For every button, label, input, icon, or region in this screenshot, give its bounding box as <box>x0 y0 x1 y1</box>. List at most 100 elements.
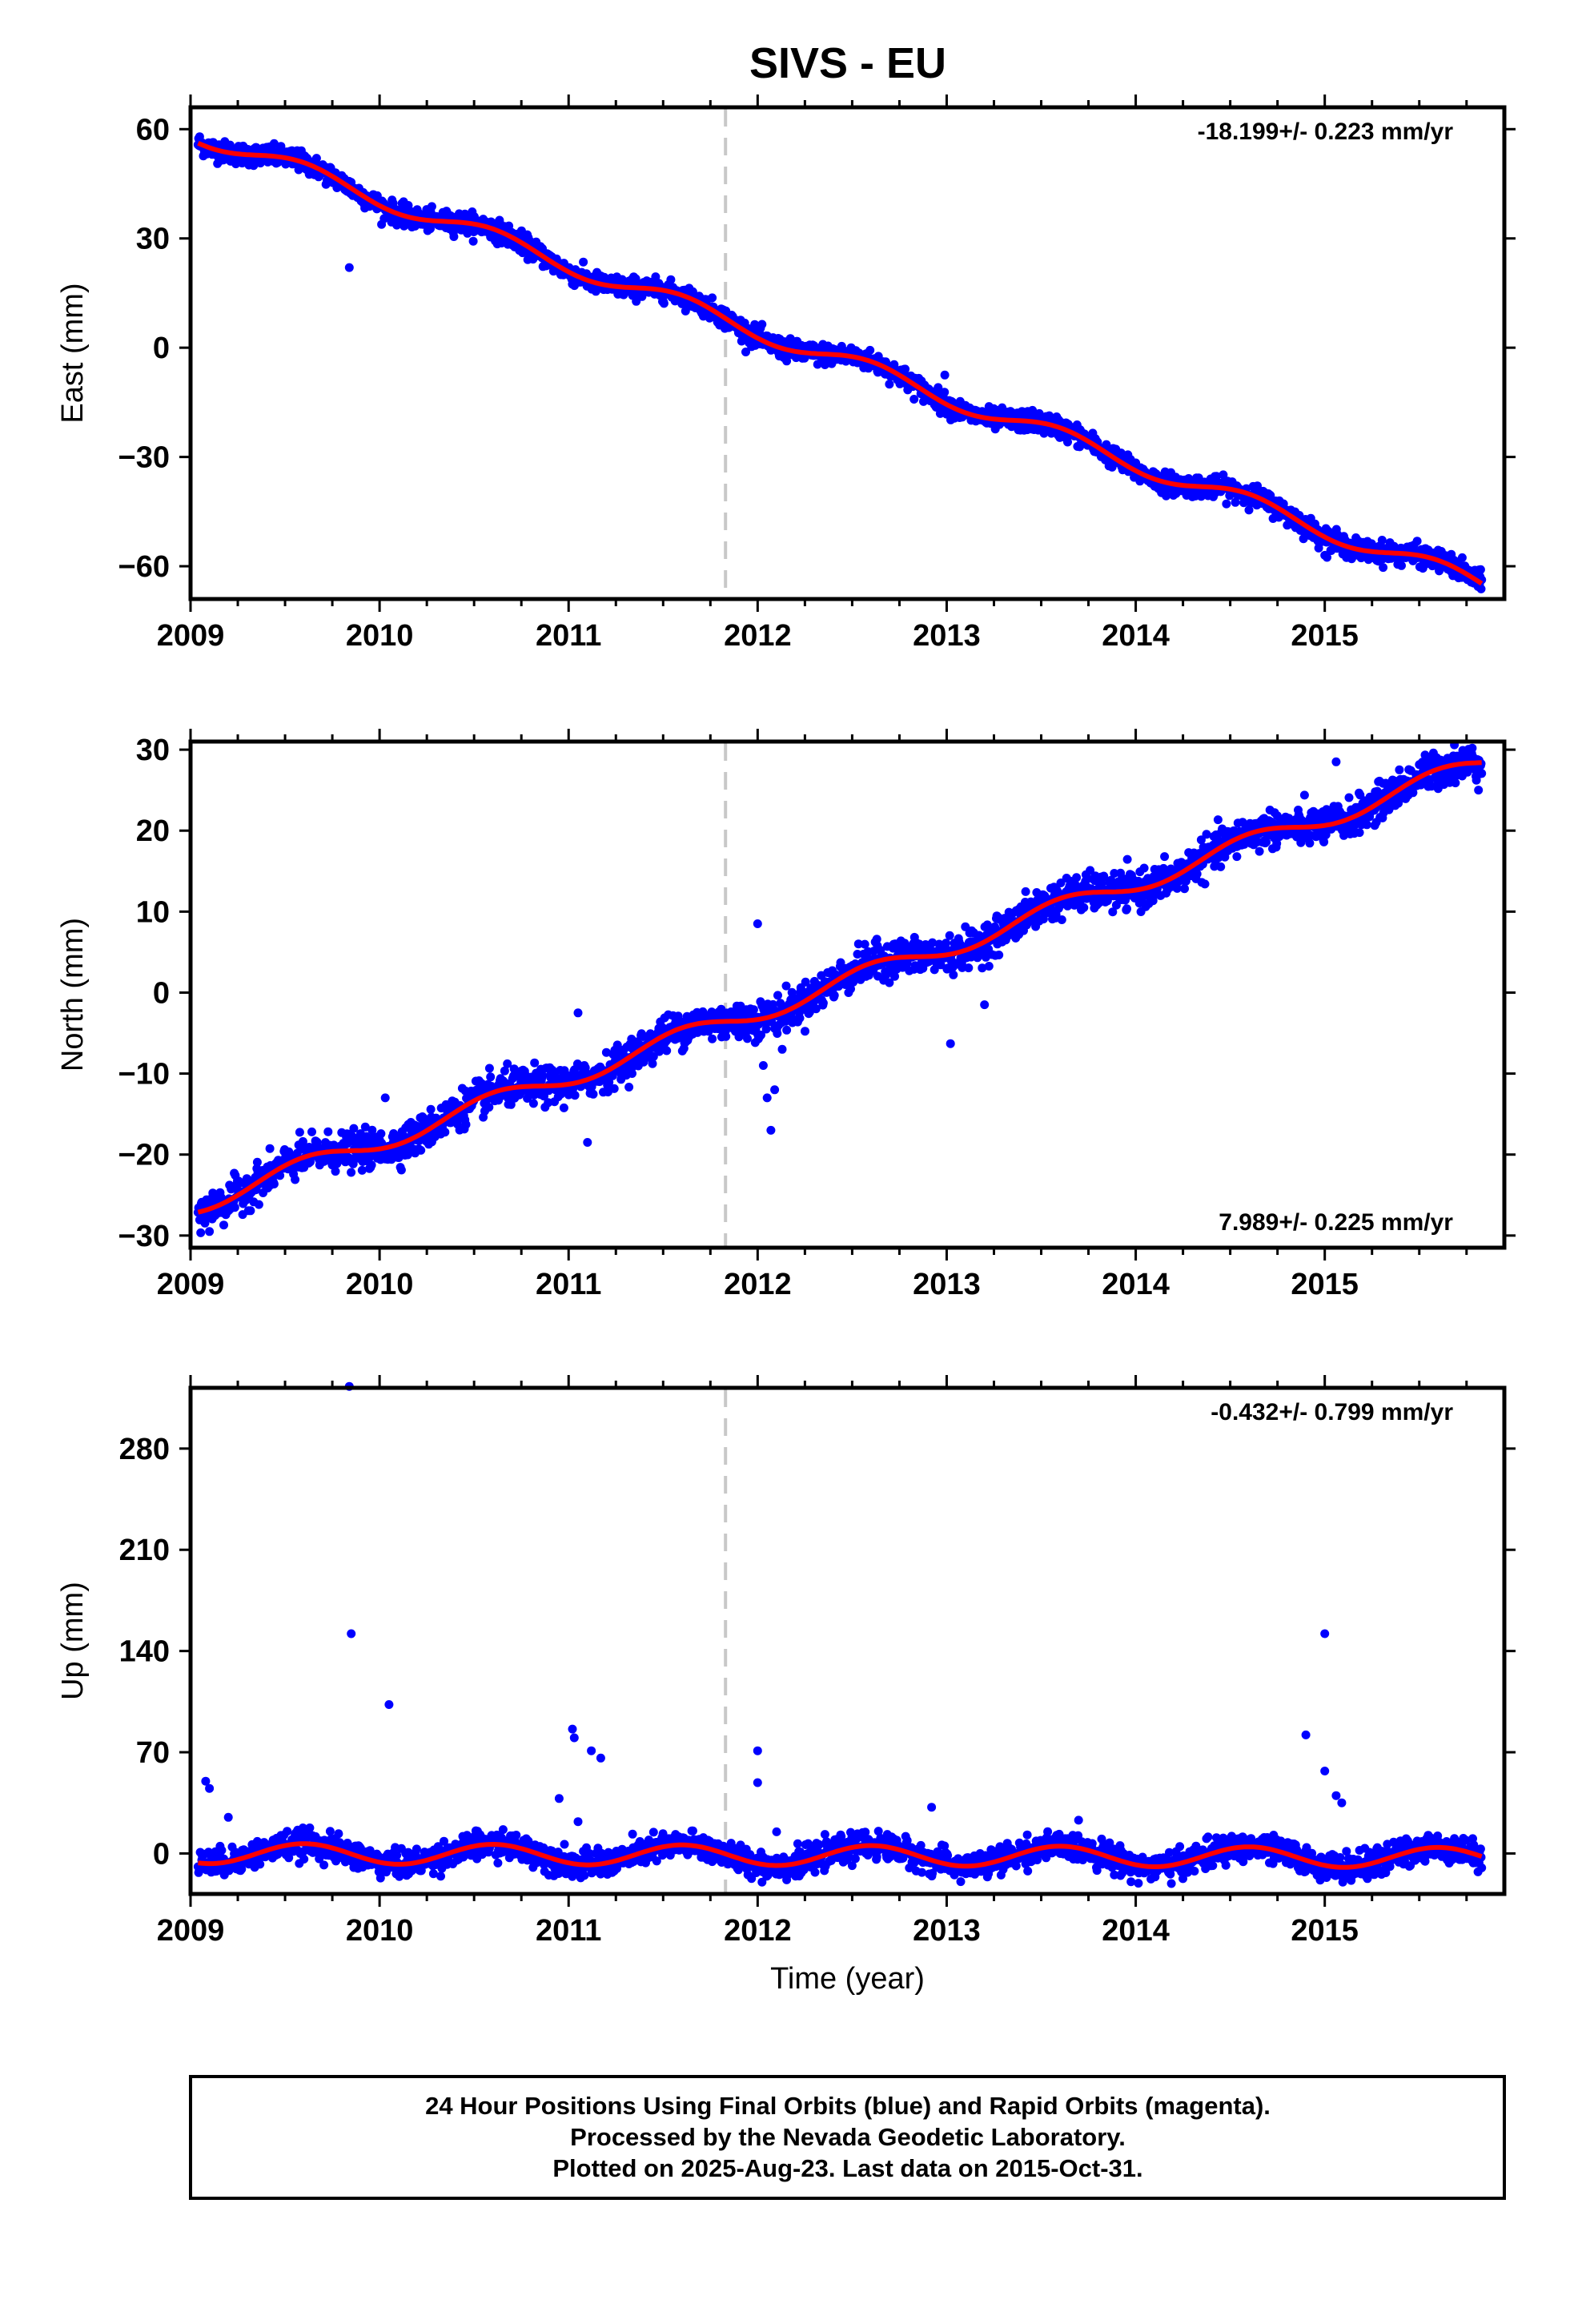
outlier-point <box>380 1093 390 1103</box>
final-orbit-points <box>193 740 1487 1237</box>
data-point <box>1192 869 1202 879</box>
data-point <box>1232 852 1242 862</box>
data-point <box>347 1168 356 1177</box>
data-point <box>307 1127 316 1136</box>
data-point <box>801 1027 809 1036</box>
x-tick-label: 2015 <box>1291 619 1359 653</box>
x-tick-label: 2010 <box>346 619 414 653</box>
data-point <box>1021 887 1030 896</box>
data-point <box>1477 769 1487 778</box>
data-point <box>795 1013 805 1023</box>
data-point <box>721 1031 731 1041</box>
x-tick-label: 2012 <box>724 619 792 653</box>
data-point <box>219 1220 228 1230</box>
data-point <box>484 1063 494 1073</box>
data-point <box>230 1203 239 1212</box>
data-point <box>773 1029 782 1038</box>
data-point <box>1355 828 1364 838</box>
outlier-point <box>344 263 354 272</box>
y-tick-label: −30 <box>118 441 170 475</box>
data-point <box>196 1228 206 1237</box>
data-point <box>1139 863 1149 873</box>
data-point <box>440 1128 450 1137</box>
outlier-point <box>758 1061 768 1070</box>
data-point <box>1180 884 1189 894</box>
data-point <box>255 159 265 168</box>
data-point <box>1377 536 1387 545</box>
data-point <box>528 1099 538 1108</box>
data-point <box>1160 852 1170 862</box>
data-point <box>269 139 279 148</box>
data-point <box>254 1200 263 1209</box>
data-point <box>964 963 974 973</box>
data-point <box>1476 565 1485 574</box>
data-point <box>579 257 588 267</box>
data-point <box>1072 873 1082 883</box>
data-point <box>1474 786 1484 795</box>
data-point <box>659 299 669 308</box>
data-point <box>609 1084 619 1093</box>
data-point <box>1476 584 1486 593</box>
data-point <box>530 1058 540 1068</box>
data-point <box>1397 561 1406 570</box>
data-point <box>1395 765 1404 774</box>
data-point <box>559 1103 568 1112</box>
data-point <box>1457 553 1467 562</box>
data-point <box>426 1104 436 1114</box>
data-point <box>570 1091 580 1100</box>
data-point <box>1344 793 1354 802</box>
data-point <box>818 999 828 1007</box>
y-tick-label: −60 <box>118 550 170 584</box>
x-tick-label: 2009 <box>157 619 225 653</box>
outlier-point <box>205 1227 215 1236</box>
data-point <box>708 293 717 303</box>
outlier-point <box>573 1008 583 1018</box>
data-point <box>416 1145 426 1155</box>
data-point <box>291 1175 300 1184</box>
data-point <box>1200 879 1210 889</box>
data-point <box>357 1165 367 1175</box>
data-point <box>757 320 767 329</box>
data-point <box>1468 743 1477 753</box>
data-point <box>1213 815 1223 825</box>
data-point <box>588 1089 598 1099</box>
y-tick-label: 0 <box>153 332 170 365</box>
data-point <box>782 1025 792 1035</box>
data-point <box>666 275 676 284</box>
x-tick-label: 2013 <box>913 619 981 653</box>
data-point <box>269 1180 279 1188</box>
data-point <box>396 1165 406 1175</box>
chart-title: SIVS - EU <box>749 39 946 87</box>
data-point <box>1122 854 1132 864</box>
data-point <box>773 991 782 1000</box>
data-point <box>295 1128 304 1137</box>
data-point <box>885 380 894 389</box>
data-point <box>741 348 750 356</box>
data-point <box>994 951 1004 959</box>
y-tick-label: 60 <box>136 113 170 147</box>
data-point <box>367 1160 376 1170</box>
data-point <box>624 1083 634 1092</box>
data-point <box>782 356 792 366</box>
data-point <box>1412 537 1422 546</box>
data-point <box>426 224 435 234</box>
data-point <box>949 970 958 979</box>
outlier-point <box>753 919 762 928</box>
data-point <box>984 962 994 971</box>
data-point <box>909 395 919 404</box>
data-point <box>461 1120 471 1129</box>
data-point <box>1451 778 1460 788</box>
data-point <box>468 236 478 246</box>
data-point <box>829 991 839 1000</box>
y-tick-label: 30 <box>136 223 170 256</box>
x-tick-label: 2014 <box>1102 619 1170 653</box>
data-point <box>449 232 459 241</box>
data-point <box>376 1129 386 1139</box>
data-point <box>1255 846 1264 856</box>
data-point <box>252 1157 262 1167</box>
data-point <box>486 1072 496 1082</box>
data-point <box>945 931 954 940</box>
data-point <box>743 1034 752 1043</box>
data-point <box>1222 499 1231 509</box>
